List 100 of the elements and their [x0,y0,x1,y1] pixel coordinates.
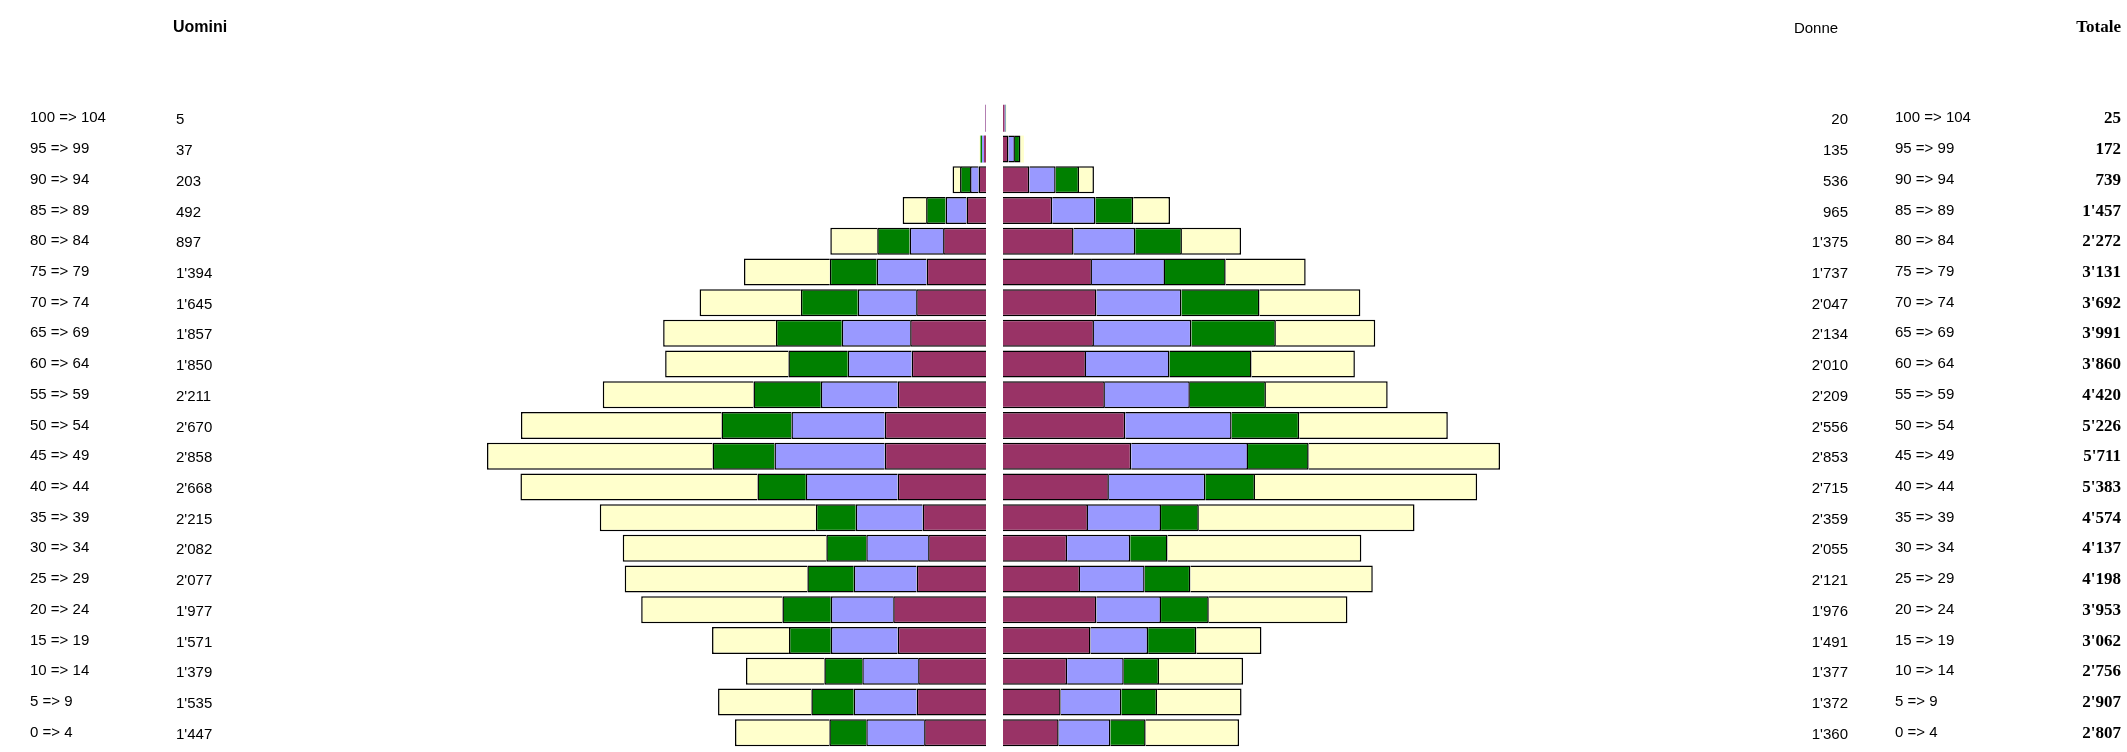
text: 2'807 [2082,722,2121,743]
text: 3'692 [2082,292,2121,313]
text: 1'571 [176,632,213,649]
text: 1'737 [1811,263,1848,281]
text: 20 [1831,109,1848,127]
text: 203 [176,171,202,189]
text: 4'420 [2082,384,2121,405]
y-tick-label: 70 => 74 [30,292,90,310]
y-tick-label: 5 => 9 [1895,692,1938,710]
y-tick-label: 30 => 34 [1895,538,1955,556]
y-tick-label: 20 => 24 [1895,599,1955,617]
y-tick-label: 10 => 14 [30,661,90,679]
y-tick-label: 65 => 69 [30,323,90,341]
text: 2'853 [1811,447,1848,465]
y-tick-label: 85 => 89 [30,200,90,218]
text: 1'447 [176,724,213,742]
text: 2'082 [176,539,213,557]
y-tick-label: 85 => 89 [1895,200,1955,218]
y-tick-label: 55 => 59 [1895,384,1955,402]
text: 2'215 [176,509,213,527]
text: 1'977 [176,601,213,619]
text: 3'062 [2082,630,2121,651]
text: 172 [2095,139,2121,160]
y-tick-label: 80 => 84 [1895,231,1955,249]
text: 2'134 [1811,324,1848,342]
y-tick-label: 100 => 104 [1895,108,1971,126]
text: 536 [1822,171,1848,189]
text: 1'375 [1811,232,1848,250]
y-tick-label: 25 => 29 [1895,569,1955,587]
y-tick-label: 10 => 14 [1895,661,1955,679]
text: 4'198 [2082,569,2121,590]
text: 1'379 [176,662,213,680]
text: 2'055 [1811,539,1848,557]
text: 492 [176,202,202,219]
text: 3'131 [2082,261,2121,282]
y-tick-label: 25 => 29 [30,569,90,587]
text: 739 [2095,169,2121,190]
text: Uomini [172,18,228,36]
text: 37 [176,140,193,158]
text: 2'272 [2082,231,2121,252]
text: 2'209 [1811,386,1848,404]
text: 2'211 [176,386,212,404]
text: 1'645 [176,294,213,312]
y-tick-label: 0 => 4 [30,722,73,740]
text: 4'137 [2082,538,2121,559]
text: 2'907 [2082,691,2121,712]
y-tick-label: 95 => 99 [30,139,90,157]
text: 1'857 [176,324,213,342]
text: 5'711 [2083,446,2121,467]
text: 4'574 [2082,507,2121,528]
text: 2'756 [2082,661,2121,682]
text: 1'457 [2082,200,2121,221]
text: 1'535 [176,693,213,711]
text: 2'858 [176,447,213,465]
y-tick-label: 15 => 19 [30,630,90,648]
text: 1'372 [1811,693,1848,711]
text: 2'010 [1811,355,1848,373]
y-tick-label: 80 => 84 [30,231,90,249]
text: 1'394 [176,263,213,281]
y-tick-label: 90 => 94 [30,169,90,187]
text: 2'668 [176,478,213,496]
text: 2'359 [1811,509,1848,527]
y-tick-label: 50 => 54 [1895,415,1955,433]
text: 2'121 [1811,570,1848,588]
text: 1'976 [1811,601,1848,619]
text: 2'556 [1811,417,1848,434]
text: 1'360 [1811,724,1848,742]
y-tick-label: 35 => 39 [1895,507,1955,525]
y-tick-label: 100 => 104 [30,108,106,126]
y-tick-label: 0 => 4 [1895,722,1938,740]
text: 897 [176,232,202,250]
y-tick-label: 70 => 74 [1895,292,1955,310]
y-tick-label: 45 => 49 [30,446,90,464]
text: 1'377 [1811,662,1848,680]
text: 2'077 [176,570,213,588]
y-tick-label: 60 => 64 [30,354,90,372]
text: 3'953 [2082,599,2121,620]
text: 2'047 [1811,294,1848,312]
text: 5'383 [2082,476,2121,497]
y-tick-label: 30 => 34 [30,538,90,556]
y-tick-label: 15 => 19 [1895,630,1955,648]
y-tick-label: 40 => 44 [30,477,90,495]
text: 1'491 [1811,632,1848,649]
y-tick-label: 60 => 64 [1895,354,1955,372]
y-tick-label: 55 => 59 [30,384,90,402]
text: 135 [1822,140,1848,158]
y-tick-label: 50 => 54 [30,415,90,433]
text: Donne [1793,18,1839,36]
y-tick-label: 20 => 24 [30,599,90,617]
y-tick-label: 45 => 49 [1895,446,1955,464]
text: 5 [176,109,185,127]
text: 25 [2104,108,2121,129]
text: 1'850 [176,355,213,373]
y-tick-label: 75 => 79 [30,262,90,280]
y-tick-label: 65 => 69 [1895,323,1955,341]
text: 965 [1822,202,1848,219]
text: 2'715 [1811,478,1848,496]
text: Totale [2076,17,2121,37]
text: 3'860 [2082,354,2121,375]
y-tick-label: 35 => 39 [30,507,90,525]
